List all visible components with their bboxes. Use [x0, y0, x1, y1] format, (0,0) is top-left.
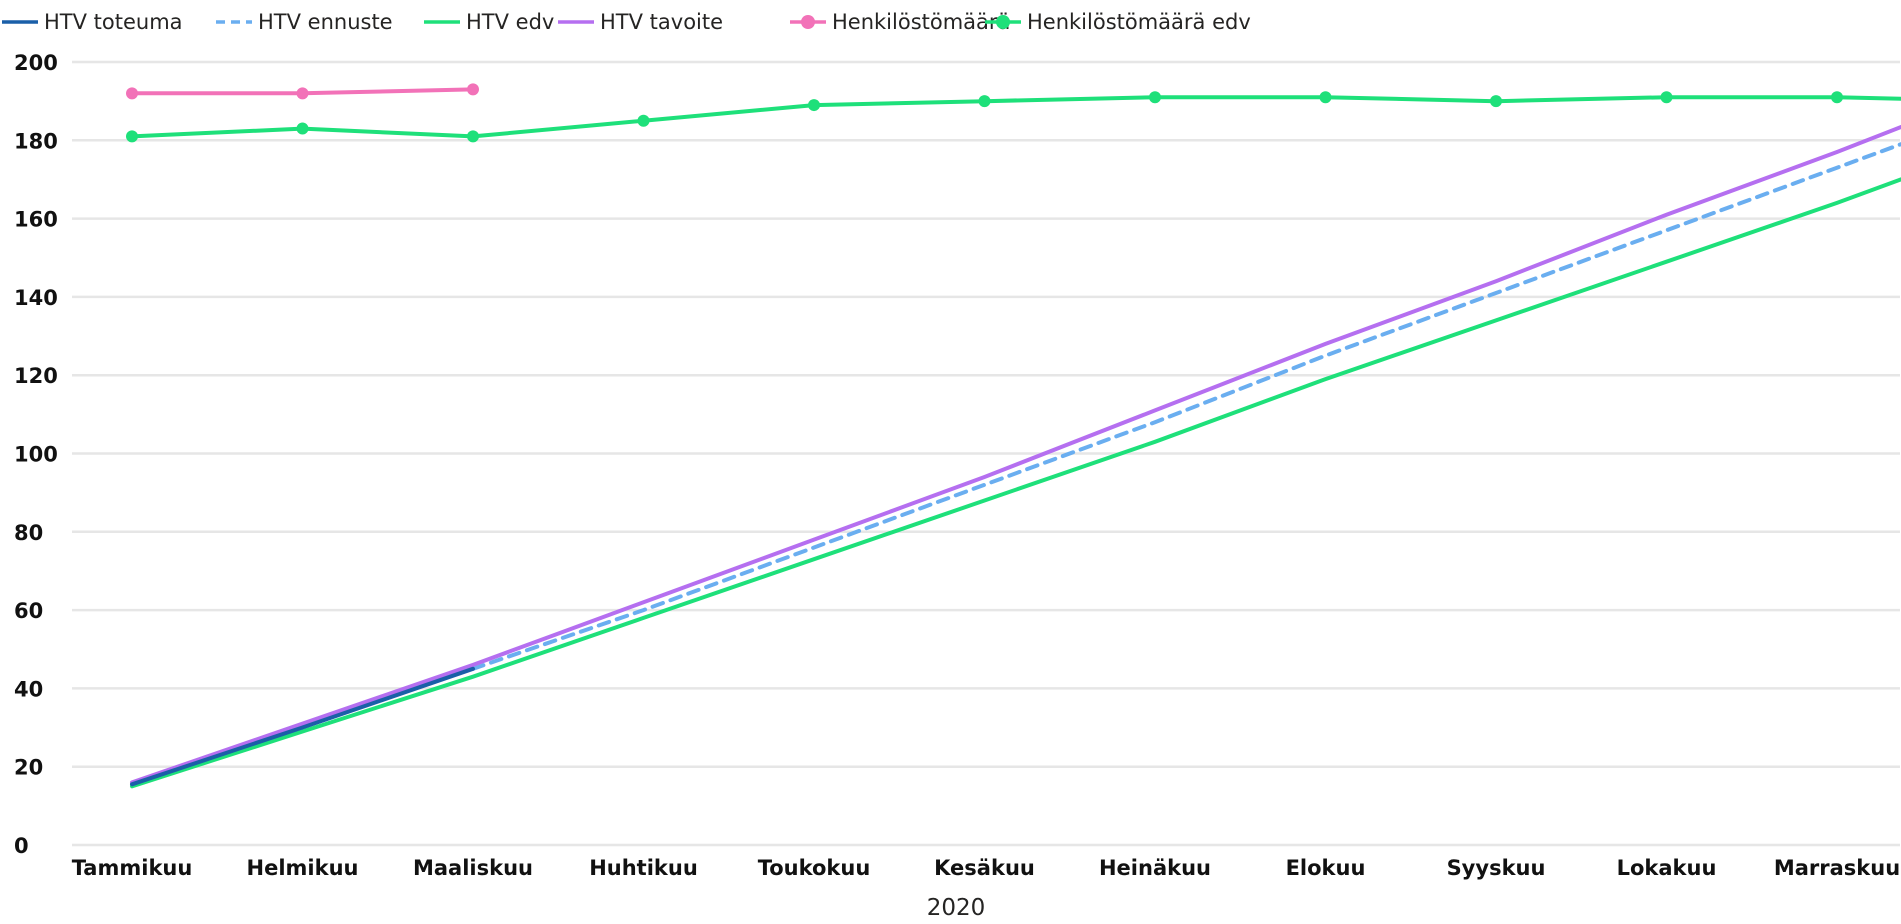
- series-henkilostomaara-edv: [126, 91, 1901, 143]
- x-tick-label: Maaliskuu: [413, 856, 533, 880]
- data-point[interactable]: [296, 87, 309, 100]
- series-htv-edv: [130, 177, 1901, 789]
- series-line-htv-toteuma: [130, 666, 475, 787]
- legend-label: Henkilöstömäärä: [832, 10, 1010, 34]
- y-tick-label: 20: [14, 756, 43, 780]
- gridlines: [72, 60, 1900, 847]
- y-tick-label: 160: [14, 208, 58, 232]
- x-tick-label: Syyskuu: [1447, 856, 1546, 880]
- legend-item-htv-tavoite[interactable]: HTV tavoite: [558, 10, 723, 34]
- data-point[interactable]: [1831, 91, 1843, 104]
- y-tick-label: 200: [14, 51, 58, 75]
- series-line-henkilostomaara-edv: [130, 95, 1901, 139]
- series-htv-ennuste: [471, 142, 1901, 671]
- y-tick-label: 60: [14, 599, 43, 623]
- data-point[interactable]: [1319, 91, 1332, 104]
- legend-marker: [996, 15, 1010, 29]
- series-line-htv-edv: [130, 177, 1901, 789]
- data-point[interactable]: [1660, 91, 1673, 104]
- x-tick-label: Lokakuu: [1617, 856, 1717, 880]
- legend-item-htv-ennuste[interactable]: HTV ennuste: [216, 10, 393, 34]
- y-axis: 0 20 40 60 80 100 120 140 160 180 200: [14, 51, 58, 858]
- x-axis-title: 2020: [927, 895, 986, 921]
- x-tick-label: Kesäkuu: [934, 856, 1035, 880]
- x-tick-label: Helmikuu: [247, 856, 359, 880]
- data-point[interactable]: [467, 130, 479, 143]
- x-tick-label: Toukokuu: [758, 856, 871, 880]
- series-layer: [126, 83, 1901, 789]
- legend-label: HTV toteuma: [44, 10, 183, 34]
- data-point[interactable]: [126, 130, 138, 143]
- legend: HTV toteuma HTV ennuste HTV edv HTV tavoite…: [2, 10, 1251, 34]
- x-tick-label: Huhtikuu: [589, 856, 698, 880]
- legend-label: HTV edv: [466, 10, 554, 34]
- legend-item-henkilostomaara-edv[interactable]: Henkilöstömäärä edv: [985, 10, 1251, 34]
- x-tick-label: Heinäkuu: [1099, 856, 1211, 880]
- y-tick-label: 0: [14, 834, 29, 858]
- legend-item-htv-edv[interactable]: HTV edv: [424, 10, 554, 34]
- legend-label: HTV tavoite: [600, 10, 723, 34]
- y-tick-label: 80: [14, 521, 43, 545]
- y-tick-label: 180: [14, 129, 58, 153]
- y-tick-label: 100: [14, 443, 58, 467]
- legend-label: HTV ennuste: [258, 10, 393, 34]
- data-point[interactable]: [1490, 95, 1502, 108]
- data-point[interactable]: [296, 122, 309, 135]
- x-tick-label: Elokuu: [1286, 856, 1366, 880]
- legend-item-htv-toteuma[interactable]: HTV toteuma: [2, 10, 183, 34]
- data-point[interactable]: [126, 87, 138, 100]
- x-axis: Tammikuu Helmikuu Maaliskuu Huhtikuu Toukoku…: [72, 856, 1900, 880]
- data-point[interactable]: [637, 114, 650, 127]
- series-line-htv-ennuste: [471, 142, 1901, 671]
- x-tick-label: Marraskuu: [1774, 856, 1900, 880]
- legend-label: Henkilöstömäärä edv: [1027, 10, 1251, 34]
- y-tick-label: 40: [14, 677, 43, 701]
- data-point[interactable]: [978, 95, 991, 108]
- y-tick-label: 140: [14, 286, 58, 310]
- legend-item-henkilostomaara[interactable]: Henkilöstömäärä: [790, 10, 1010, 34]
- series-line-htv-tavoite: [130, 124, 1901, 785]
- series-htv-tavoite: [130, 124, 1901, 785]
- series-htv-toteuma: [130, 666, 475, 787]
- data-point[interactable]: [808, 99, 820, 112]
- x-tick-label: Tammikuu: [72, 856, 193, 880]
- data-point[interactable]: [1149, 91, 1161, 104]
- data-point[interactable]: [467, 83, 479, 96]
- series-henkilostomaara: [126, 83, 479, 100]
- y-tick-label: 120: [14, 364, 58, 388]
- legend-marker: [801, 15, 815, 29]
